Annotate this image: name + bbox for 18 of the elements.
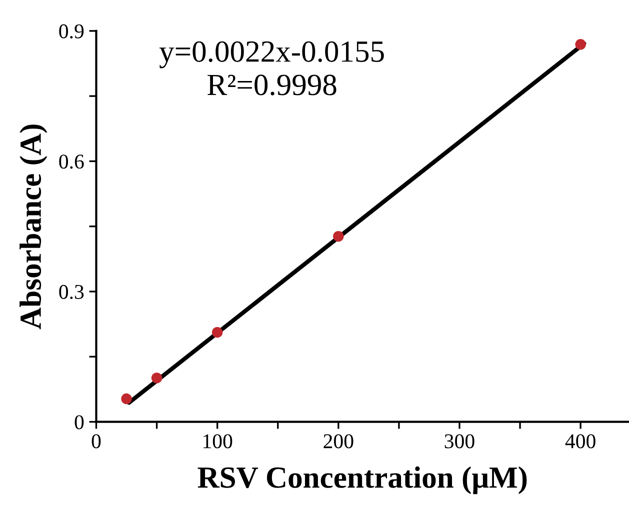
x-tick-label: 200 bbox=[324, 434, 354, 448]
y-tick-label: 0 bbox=[74, 415, 84, 430]
annotation: R²=0.9998 bbox=[208, 74, 336, 96]
x-axis-title: RSV Concentration (μM) bbox=[198, 466, 527, 494]
annotation: y=0.0022x-0.0155 bbox=[159, 41, 384, 68]
point bbox=[151, 372, 162, 384]
x-tick-label: 400 bbox=[565, 434, 596, 448]
point bbox=[121, 393, 132, 404]
x-tick-label: 300 bbox=[444, 434, 474, 448]
x-tick-label: 0 bbox=[92, 434, 101, 448]
point bbox=[212, 326, 223, 338]
x-tick-label: 100 bbox=[204, 434, 232, 448]
y-tick-label: 0.6 bbox=[59, 154, 84, 169]
y-tick-label: 0.9 bbox=[59, 24, 84, 38]
point bbox=[575, 39, 586, 50]
y-tick-label: 0.3 bbox=[59, 284, 84, 300]
point bbox=[333, 230, 344, 242]
y-axis-title: Absorbance (A) bbox=[20, 124, 48, 330]
